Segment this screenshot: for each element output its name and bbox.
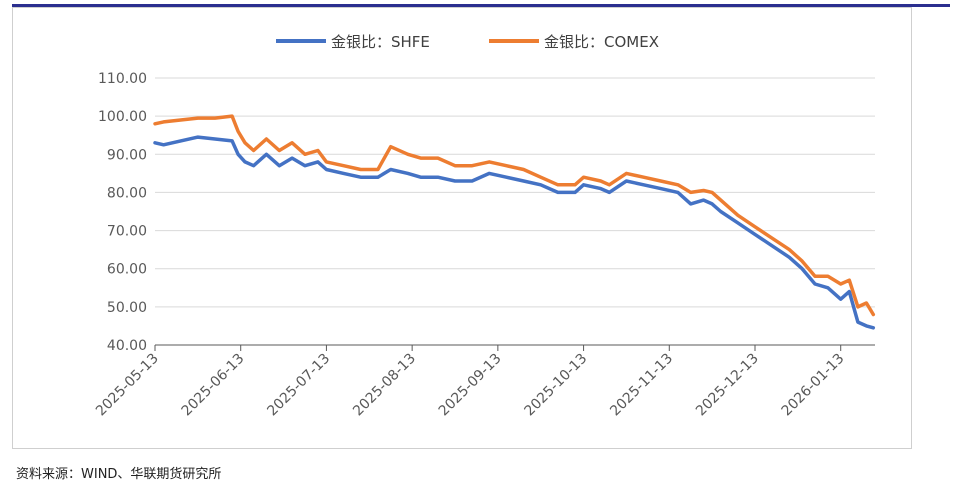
legend: 金银比：SHFE 金银比：COMEX: [276, 33, 659, 51]
y-gridlines: [155, 77, 875, 308]
y-tick-label-6: 50.00: [107, 300, 147, 316]
legend-label-comex: 金银比：COMEX: [544, 33, 659, 51]
y-tick-label-1: 100.00: [98, 109, 147, 125]
y-tick-label-5: 60.00: [107, 262, 147, 278]
y-tick-label-3: 80.00: [107, 185, 147, 201]
x-tick-label-4: 2025-09-13: [436, 351, 505, 420]
y-axis: 110.00 100.00 90.00 80.00 70.00 60.00 50.00 40.…: [98, 71, 147, 354]
x-tick-label-5: 2025-10-13: [522, 351, 591, 420]
x-tick-label-3: 2025-08-13: [350, 351, 419, 420]
x-tick-label-2: 2025-07-13: [264, 351, 333, 420]
y-tick-label-0: 110.00: [98, 71, 147, 87]
y-tick-label-7: 40.00: [107, 338, 147, 354]
chart-frame: 金银比：SHFE 金银比：COMEX 110.00 100.00 90.00 80.0…: [12, 7, 912, 449]
x-axis: 2025-05-13 2025-06-13 2025-07-13 2025-08-13…: [93, 344, 875, 420]
y-tick-label-4: 70.00: [107, 224, 147, 240]
gold-silver-ratio-chart: 金银比：SHFE 金银比：COMEX 110.00 100.00 90.00 80.0…: [93, 33, 876, 420]
x-tick-label-8: 2026-01-13: [779, 351, 848, 420]
series-line-comex: [153, 114, 876, 317]
x-tick-label-6: 2025-11-13: [607, 351, 676, 420]
legend-label-shfe: 金银比：SHFE: [331, 33, 430, 51]
top-border-band: [12, 4, 950, 7]
x-tick-label-1: 2025-06-13: [179, 351, 248, 420]
series-line-shfe: [153, 135, 876, 330]
x-tick-label-7: 2025-12-13: [693, 351, 762, 420]
series-layer: [153, 114, 876, 330]
y-tick-label-2: 90.00: [107, 147, 147, 163]
source-note: 资料来源：WIND、华联期货研究所: [16, 467, 222, 482]
x-tick-label-0: 2025-05-13: [93, 351, 162, 420]
